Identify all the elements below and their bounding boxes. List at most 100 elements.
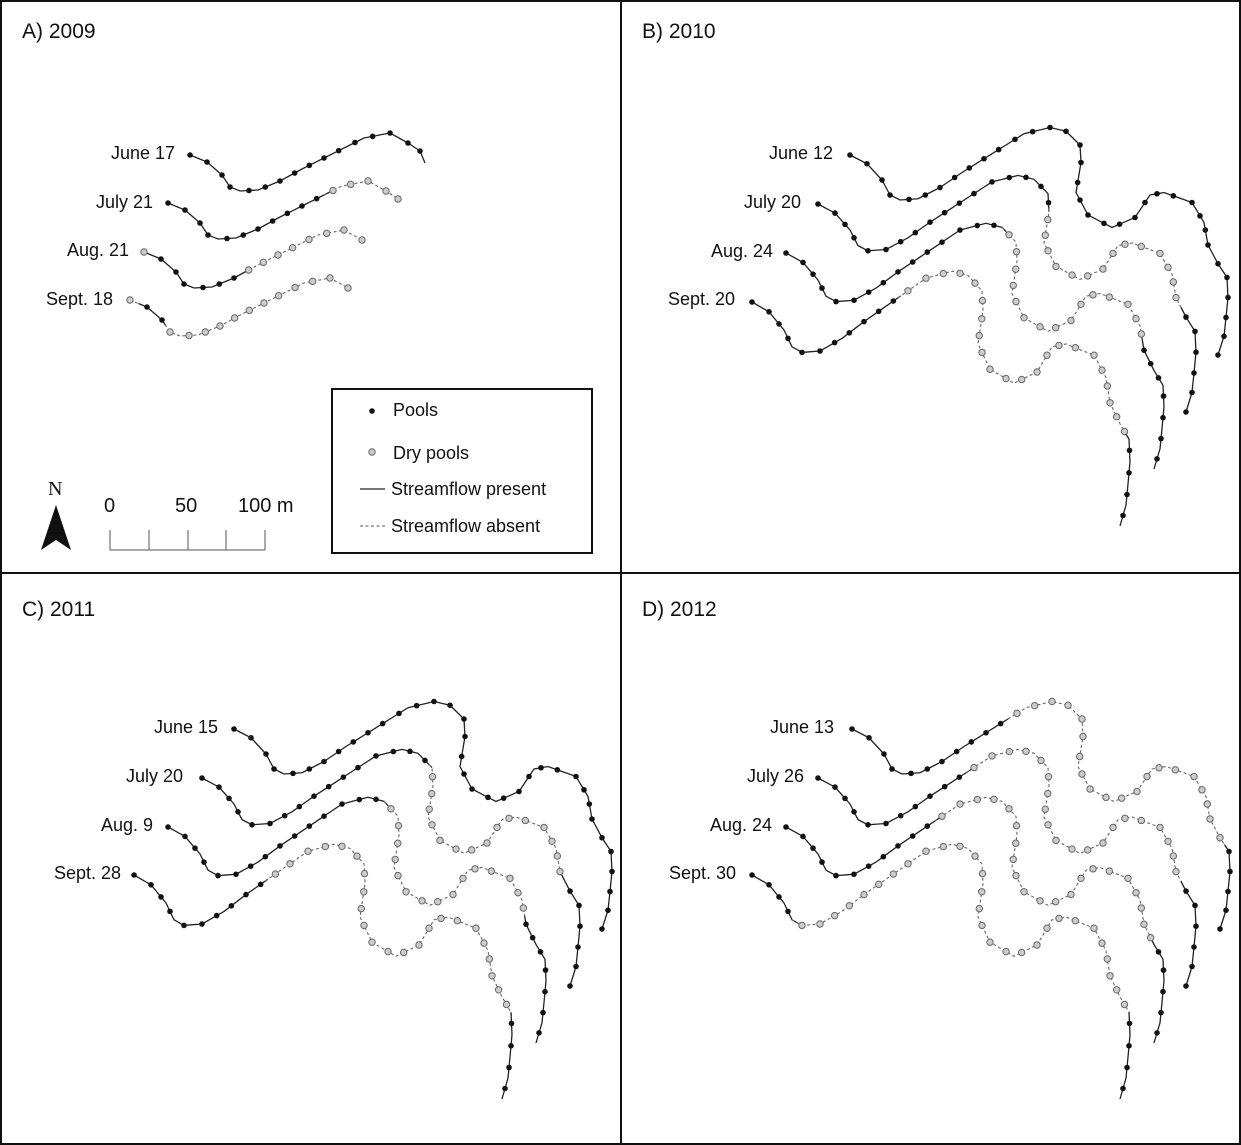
dry-pool-marker — [1017, 375, 1026, 384]
dry-pool-marker — [1164, 263, 1172, 271]
dry-pool-marker — [1012, 821, 1021, 830]
dry-pool-marker — [449, 890, 457, 899]
pool-marker — [842, 795, 848, 802]
dry-pool-marker — [845, 902, 854, 910]
dry-pool-marker — [971, 852, 979, 860]
pool-marker — [586, 801, 593, 807]
dry-pool-marker — [1009, 855, 1017, 864]
dry-pool-marker — [321, 842, 330, 851]
dry-pool-marker — [260, 299, 268, 307]
dry-pool-marker — [1077, 874, 1085, 882]
dry-pool-marker — [1103, 382, 1112, 390]
dry-pool-marker — [519, 904, 528, 912]
dry-pool-marker — [394, 839, 402, 847]
pool-marker — [924, 249, 931, 255]
pool-marker — [542, 967, 549, 973]
pool-marker — [340, 774, 347, 780]
scale-label-50: 50 — [175, 495, 198, 517]
dry-pool-marker — [340, 226, 348, 234]
pool-marker — [321, 155, 327, 161]
pool-marker — [182, 207, 188, 213]
pool-marker — [299, 203, 305, 209]
dry-pool-marker — [506, 874, 514, 882]
pool-marker — [204, 159, 210, 165]
dry-pool-marker — [291, 283, 299, 292]
pool-marker — [851, 809, 857, 815]
pool-marker — [1023, 174, 1029, 181]
pool-marker — [537, 949, 544, 955]
pool-marker — [1120, 512, 1126, 519]
dry-pool-marker — [874, 880, 883, 889]
pool-marker — [810, 845, 816, 851]
pool-marker — [897, 238, 904, 245]
dry-pool-marker — [1156, 249, 1164, 258]
dry-pool-marker — [1005, 231, 1013, 239]
pool-marker — [997, 720, 1004, 727]
dry-pool-marker — [990, 795, 998, 804]
dry-pool-marker — [471, 865, 479, 873]
dry-pool-marker — [1071, 344, 1080, 352]
dry-pool-marker — [353, 852, 361, 860]
streamflow-absent-segment — [383, 800, 527, 925]
pool-marker — [369, 133, 376, 140]
pool-marker — [355, 764, 361, 771]
panel-c-date-4: Sept. 28 — [53, 863, 121, 883]
pool-marker — [981, 155, 987, 162]
dry-pool-marker — [1020, 888, 1028, 896]
dry-pool-marker — [126, 296, 134, 304]
pool-marker — [865, 289, 872, 295]
dry-pool-marker — [428, 789, 436, 798]
dry-pool-marker — [1124, 300, 1132, 308]
dry-pool-marker — [140, 248, 148, 256]
dry-pool-marker — [382, 187, 390, 195]
dry-pool-marker — [402, 888, 410, 896]
dry-pool-marker — [986, 938, 994, 946]
pool-marker — [1189, 199, 1195, 206]
dry-pool-marker — [304, 847, 312, 855]
pool-marker — [159, 317, 165, 323]
dry-pool-marker — [548, 837, 556, 845]
pool-marker — [1154, 190, 1160, 197]
dry-pool-marker — [1137, 242, 1146, 251]
dry-pool-marker — [1120, 427, 1129, 436]
pool-marker — [216, 784, 222, 790]
pool-marker — [262, 184, 269, 190]
pool-marker — [1205, 242, 1211, 248]
dry-pool-marker — [556, 867, 564, 876]
pool-marker — [1183, 983, 1189, 989]
dry-pool-marker — [1068, 845, 1076, 853]
dry-pool-marker — [425, 805, 433, 813]
pool-marker — [776, 894, 782, 900]
pool-marker — [599, 926, 605, 932]
dry-pool-marker — [259, 258, 268, 267]
pool-marker — [1158, 1009, 1164, 1016]
dry-pool-marker — [971, 279, 979, 287]
dry-pool-marker — [346, 180, 355, 189]
pool-marker — [766, 882, 772, 888]
pool-marker — [1189, 963, 1195, 970]
pool-marker — [339, 801, 345, 807]
dry-pool-marker — [394, 195, 402, 203]
pool-marker — [966, 165, 973, 171]
panel-a-date-4: Sept. 18 — [45, 289, 113, 309]
dry-pool-marker — [978, 921, 986, 930]
dry-pool-marker — [1064, 701, 1072, 709]
pool-marker — [819, 859, 825, 865]
pool-marker — [296, 803, 303, 810]
pool-marker — [267, 820, 273, 827]
pool-marker — [542, 988, 548, 995]
dry-pool-marker — [1132, 889, 1140, 897]
dry-pool-marker — [938, 812, 946, 820]
dry-pool-marker — [485, 955, 494, 963]
pool-marker — [1227, 868, 1233, 875]
pool-marker — [995, 146, 1002, 153]
streamflow-present-segment — [751, 874, 803, 926]
panel-d-date-2: July 26 — [746, 766, 804, 786]
dry-pool-marker — [1117, 794, 1126, 802]
dry-pool-marker — [830, 911, 839, 920]
pool-marker — [216, 281, 223, 287]
dry-pool-marker — [1020, 314, 1028, 322]
dry-pool-marker — [1164, 837, 1172, 845]
dry-pool-marker — [1090, 924, 1098, 932]
